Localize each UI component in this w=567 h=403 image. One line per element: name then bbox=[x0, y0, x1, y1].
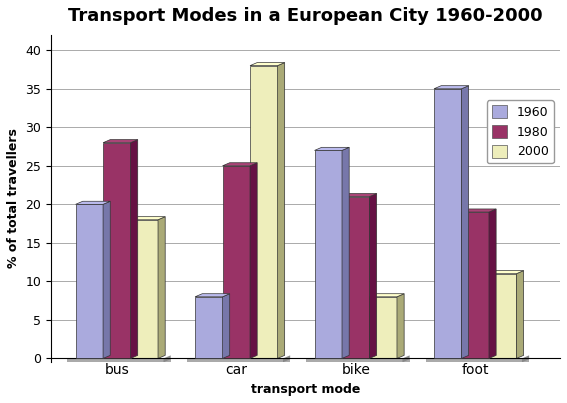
Polygon shape bbox=[130, 139, 138, 358]
Polygon shape bbox=[489, 209, 496, 358]
Polygon shape bbox=[250, 62, 285, 66]
Bar bbox=[462, 212, 489, 358]
Y-axis label: % of total travellers: % of total travellers bbox=[7, 129, 20, 268]
Polygon shape bbox=[222, 163, 257, 166]
Bar bbox=[103, 143, 130, 358]
Polygon shape bbox=[517, 270, 523, 358]
Polygon shape bbox=[163, 355, 171, 362]
Polygon shape bbox=[158, 217, 165, 358]
Polygon shape bbox=[397, 294, 404, 358]
Polygon shape bbox=[342, 193, 376, 197]
Polygon shape bbox=[522, 355, 529, 362]
Bar bbox=[75, 204, 103, 358]
Polygon shape bbox=[283, 355, 290, 362]
Polygon shape bbox=[370, 193, 376, 358]
Title: Transport Modes in a European City 1960-2000: Transport Modes in a European City 1960-… bbox=[68, 7, 543, 25]
Polygon shape bbox=[250, 163, 257, 358]
Polygon shape bbox=[370, 294, 404, 297]
Legend: 1960, 1980, 2000: 1960, 1980, 2000 bbox=[487, 100, 554, 163]
Polygon shape bbox=[315, 147, 349, 150]
Bar bbox=[434, 89, 462, 358]
Polygon shape bbox=[222, 294, 230, 358]
Polygon shape bbox=[103, 201, 110, 358]
Polygon shape bbox=[130, 217, 165, 220]
X-axis label: transport mode: transport mode bbox=[251, 383, 360, 396]
Bar bbox=[187, 358, 290, 362]
Polygon shape bbox=[195, 294, 230, 297]
Polygon shape bbox=[277, 62, 285, 358]
Bar bbox=[370, 297, 397, 358]
Polygon shape bbox=[434, 86, 469, 89]
Bar bbox=[195, 297, 222, 358]
Bar bbox=[222, 166, 250, 358]
Bar bbox=[306, 358, 409, 362]
Polygon shape bbox=[489, 270, 523, 274]
Polygon shape bbox=[75, 201, 110, 204]
Polygon shape bbox=[403, 355, 409, 362]
Bar bbox=[489, 274, 517, 358]
Bar bbox=[250, 66, 277, 358]
Bar bbox=[426, 358, 529, 362]
Polygon shape bbox=[342, 147, 349, 358]
Polygon shape bbox=[462, 86, 469, 358]
Bar bbox=[130, 220, 158, 358]
Bar bbox=[67, 358, 171, 362]
Bar bbox=[342, 197, 370, 358]
Bar bbox=[315, 150, 342, 358]
Polygon shape bbox=[103, 139, 138, 143]
Polygon shape bbox=[462, 209, 496, 212]
